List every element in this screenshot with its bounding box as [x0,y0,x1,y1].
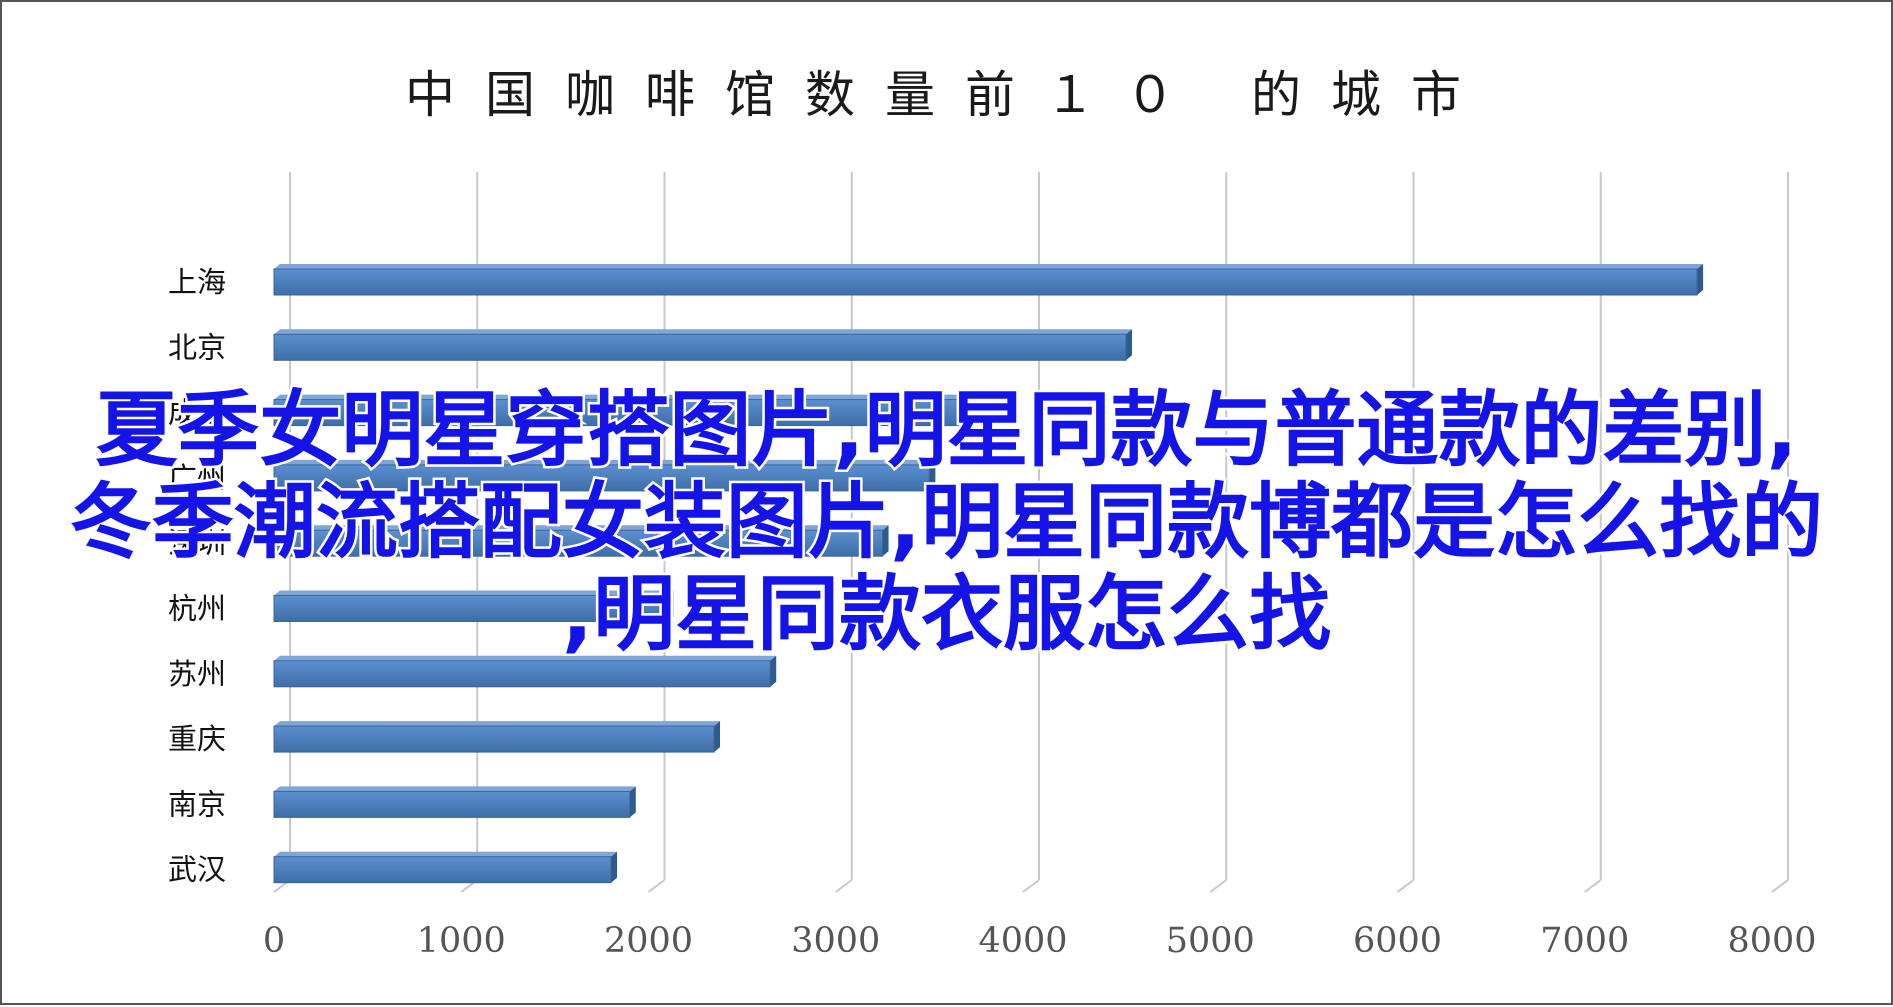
x-tick-label: 4000 [978,921,1067,961]
gridline-floor [1022,879,1040,893]
x-tick-label: 2000 [604,921,693,961]
gridline-floor [835,879,853,893]
bar-side-face [770,655,777,687]
bar-side-face [611,851,618,883]
bar-side-face [929,459,936,491]
bar-top-face [274,525,889,531]
bar-front-face [273,595,668,622]
bar-front-face [273,333,1127,361]
bar [273,786,636,818]
bar [273,459,936,492]
x-tick-label: 5000 [1166,921,1255,961]
bar-top-face [274,394,970,400]
bar-front-face [273,790,631,818]
category-label: 上海 [168,265,226,299]
x-tick-label: 8000 [1727,921,1816,961]
bar [273,394,970,427]
bar [273,329,1132,361]
bar-side-face [963,394,970,426]
bar [273,655,777,688]
gridline-floor [1209,879,1227,893]
bar-front-face [273,268,1698,296]
x-axis-ticks: 0 1000 2000 3000 4000 5000 6000 7000 8000 [263,921,1817,961]
x-tick-label: 0 [263,921,285,961]
bar-side-face [629,786,636,818]
bar [273,721,721,753]
bar-top-face [274,786,636,792]
category-label: 深圳 [168,526,226,560]
bar [273,525,889,557]
gridline-floor [1771,879,1789,893]
bar-side-face [1697,264,1704,295]
bar-top-face [274,721,721,727]
x-tick-label: 7000 [1540,921,1629,961]
bar [273,590,674,622]
bar-front-face [273,399,964,427]
gridline-floor [1396,879,1415,893]
category-label: 南京 [168,787,226,821]
category-label: 成都 [168,396,226,430]
bar-side-face [667,590,674,622]
bar-front-face [273,660,771,688]
category-label: 重庆 [168,722,226,756]
bar [273,264,1704,296]
bar-top-face [274,590,674,596]
gridline-floor [647,879,666,893]
bar-side-face [714,721,721,753]
bar-top-face [274,851,618,857]
bar-front-face [273,856,612,884]
gridline-floor [1584,879,1602,893]
x-tick-label: 3000 [791,921,880,961]
bar-side-face [1125,329,1132,361]
bars [273,264,1704,884]
bar-top-face [274,655,777,661]
x-tick-label: 6000 [1353,921,1442,961]
category-label: 北京 [168,330,226,364]
bar-side-face [882,525,889,557]
bar-top-face [274,459,936,465]
bar [273,851,618,884]
category-label: 武汉 [168,853,226,887]
chart-title: 中国咖啡馆数量前１０ 的城市 [405,66,1491,124]
bar-front-face [273,725,715,753]
bar-front-face [273,529,884,557]
x-tick-label: 1000 [417,921,506,961]
category-label: 苏州 [168,657,226,691]
category-label: 杭州 [168,592,226,626]
bar-front-face [273,464,930,492]
bar-top-face [274,329,1132,335]
bar-top-face [274,264,1704,269]
category-label: 广州 [168,461,226,495]
